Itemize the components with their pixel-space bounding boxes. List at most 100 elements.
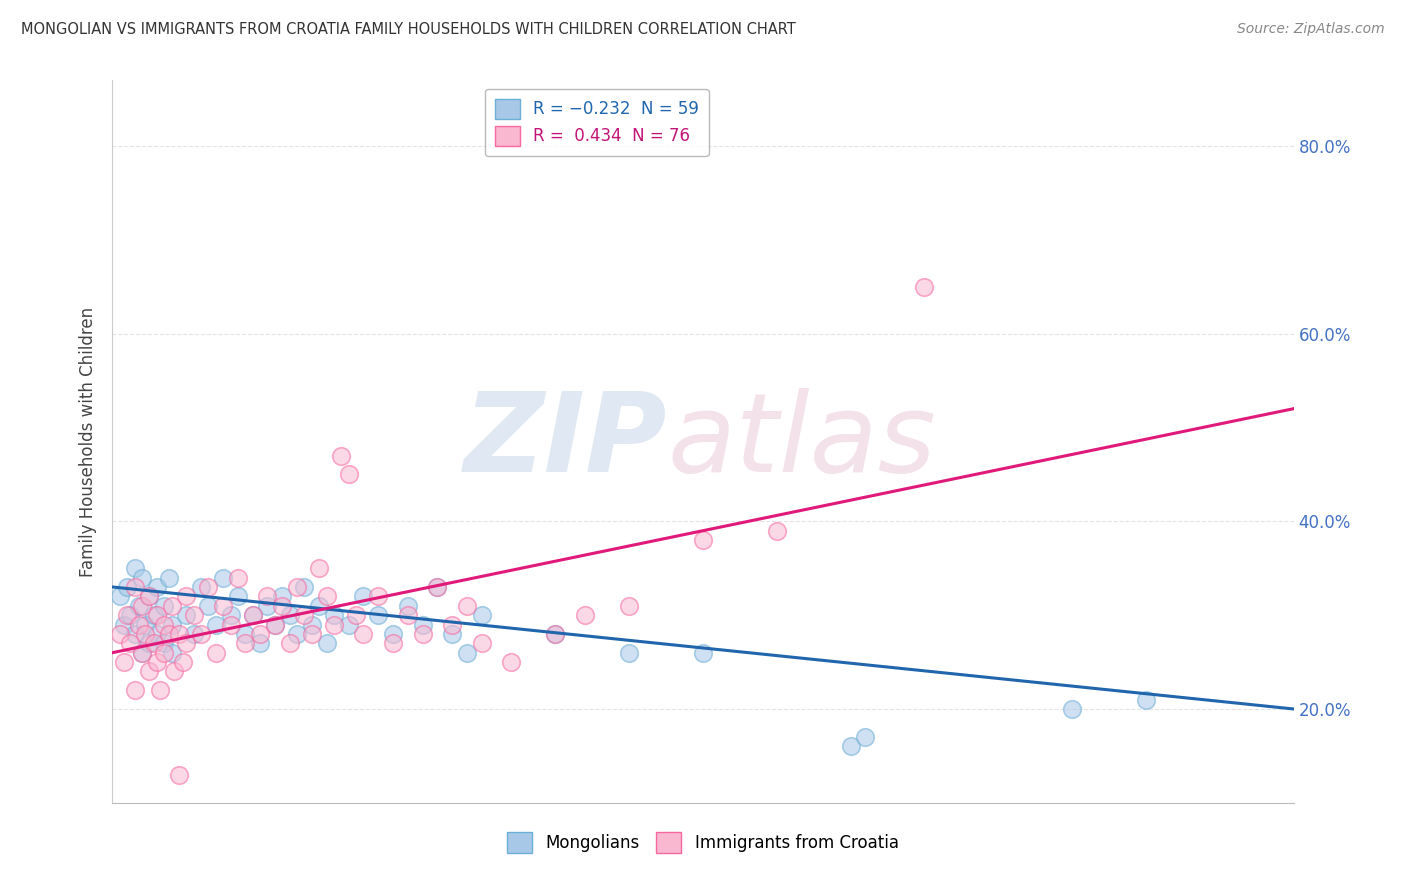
Point: [153, 646, 176, 660]
Point: [153, 599, 176, 613]
Point: [396, 608, 419, 623]
Point: [456, 646, 478, 660]
Point: [344, 608, 367, 623]
Legend: Mongolians, Immigrants from Croatia: Mongolians, Immigrants from Croatia: [501, 826, 905, 860]
Point: [174, 590, 197, 604]
Point: [278, 608, 301, 623]
Point: [108, 627, 131, 641]
Point: [120, 636, 142, 650]
Point: [134, 617, 156, 632]
Point: [131, 599, 153, 613]
Point: [112, 617, 135, 632]
Point: [153, 617, 176, 632]
Point: [124, 580, 146, 594]
Point: [470, 608, 494, 623]
Point: [1062, 702, 1084, 716]
Text: ZIP: ZIP: [464, 388, 668, 495]
Point: [412, 617, 434, 632]
Point: [197, 580, 219, 594]
Point: [190, 627, 212, 641]
Point: [352, 627, 374, 641]
Point: [337, 617, 360, 632]
Point: [323, 608, 346, 623]
Point: [131, 646, 153, 660]
Point: [149, 683, 172, 698]
Point: [172, 655, 194, 669]
Text: atlas: atlas: [668, 388, 936, 495]
Point: [308, 599, 330, 613]
Point: [315, 590, 337, 604]
Point: [249, 627, 271, 641]
Point: [692, 533, 714, 547]
Point: [301, 617, 323, 632]
Point: [692, 646, 714, 660]
Point: [226, 590, 249, 604]
Point: [174, 636, 197, 650]
Point: [441, 627, 464, 641]
Point: [160, 617, 183, 632]
Y-axis label: Family Households with Children: Family Households with Children: [79, 307, 97, 576]
Point: [426, 580, 449, 594]
Point: [157, 571, 180, 585]
Point: [183, 608, 205, 623]
Point: [271, 590, 294, 604]
Point: [619, 646, 641, 660]
Point: [219, 608, 242, 623]
Point: [470, 636, 494, 650]
Point: [853, 730, 877, 744]
Point: [134, 627, 156, 641]
Point: [544, 627, 567, 641]
Point: [131, 571, 153, 585]
Point: [124, 561, 146, 575]
Point: [190, 580, 212, 594]
Point: [138, 665, 160, 679]
Point: [138, 590, 160, 604]
Point: [1135, 692, 1157, 706]
Point: [766, 524, 789, 538]
Point: [142, 636, 165, 650]
Point: [138, 590, 160, 604]
Point: [146, 655, 169, 669]
Point: [146, 580, 169, 594]
Point: [337, 467, 360, 482]
Point: [212, 599, 235, 613]
Point: [183, 627, 205, 641]
Point: [330, 449, 353, 463]
Point: [124, 627, 146, 641]
Point: [271, 599, 294, 613]
Point: [212, 571, 235, 585]
Point: [323, 617, 346, 632]
Point: [131, 646, 153, 660]
Point: [292, 580, 315, 594]
Point: [456, 599, 478, 613]
Point: [108, 590, 131, 604]
Point: [264, 617, 287, 632]
Point: [285, 627, 308, 641]
Point: [301, 627, 323, 641]
Point: [174, 608, 197, 623]
Point: [256, 599, 278, 613]
Point: [153, 636, 176, 650]
Point: [163, 665, 186, 679]
Point: [381, 636, 405, 650]
Point: [120, 608, 142, 623]
Point: [367, 590, 389, 604]
Point: [285, 580, 308, 594]
Point: [205, 617, 228, 632]
Point: [381, 627, 405, 641]
Point: [197, 599, 219, 613]
Point: [146, 608, 169, 623]
Point: [142, 608, 165, 623]
Point: [160, 599, 183, 613]
Point: [256, 590, 278, 604]
Point: [242, 608, 264, 623]
Point: [219, 617, 242, 632]
Point: [226, 571, 249, 585]
Point: [128, 599, 150, 613]
Point: [146, 627, 169, 641]
Point: [233, 627, 256, 641]
Point: [233, 636, 256, 650]
Point: [426, 580, 449, 594]
Point: [441, 617, 464, 632]
Point: [396, 599, 419, 613]
